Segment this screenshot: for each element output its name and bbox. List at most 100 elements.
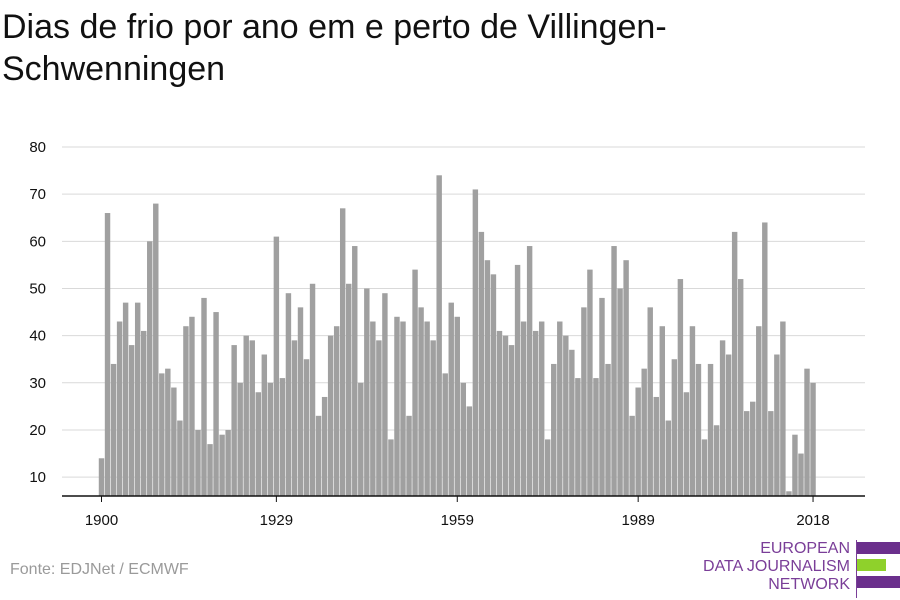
bar-1979 (575, 378, 581, 496)
bar-2001 (707, 363, 714, 496)
bar-1923 (237, 382, 243, 496)
bar-1996 (677, 279, 684, 496)
bar-1949 (394, 316, 400, 496)
bar-1930 (279, 378, 286, 496)
bar-2006 (737, 279, 744, 496)
bar-1958 (448, 302, 454, 496)
edjnet-logo: EUROPEAN DATA JOURNALISM NETWORK (700, 538, 900, 600)
bar-1933 (297, 307, 304, 496)
bar-1909 (153, 203, 159, 496)
bar-1931 (285, 293, 292, 496)
bar-1981 (587, 269, 593, 496)
bar-1919 (213, 312, 219, 496)
bar-1953 (418, 307, 424, 496)
bar-1956 (436, 175, 442, 496)
logo-divider (856, 540, 857, 598)
bar-1938 (327, 335, 334, 496)
bar-2015 (792, 434, 798, 496)
bar-1978 (569, 349, 575, 496)
bar-1985 (611, 246, 617, 496)
x-axis: 1900 1929 1959 1989 2018 (62, 495, 865, 529)
bar-2007 (743, 411, 750, 496)
y-tick-label-60: 60 (29, 233, 46, 250)
bar-2013 (780, 321, 786, 496)
bar-1948 (388, 439, 394, 496)
y-tick-label-30: 30 (29, 375, 46, 392)
bar-1987 (623, 260, 629, 496)
bar-1906 (134, 302, 141, 496)
bar-1907 (140, 330, 147, 496)
bar-1914 (183, 326, 189, 496)
logo-stripe-purple-bottom (857, 576, 900, 588)
bar-1944 (364, 288, 370, 496)
bar-1903 (116, 321, 123, 496)
bar-1921 (225, 429, 231, 496)
bar-1967 (502, 335, 509, 496)
bar-1900 (98, 458, 105, 496)
bar-1983 (599, 297, 605, 496)
bar-2017 (804, 368, 810, 496)
bar-1995 (671, 359, 678, 496)
bar-1955 (430, 340, 436, 496)
bar-1915 (189, 316, 195, 496)
bar-1942 (352, 246, 358, 496)
bar-1968 (508, 345, 515, 496)
bar-1964 (484, 260, 491, 496)
bar-1946 (376, 340, 382, 496)
bar-1927 (261, 354, 268, 496)
bar-2005 (731, 231, 738, 496)
bar-1963 (478, 231, 485, 496)
y-tick-label-70: 70 (29, 186, 46, 203)
bar-1908 (147, 241, 153, 496)
bar-1991 (647, 307, 653, 496)
bar-2008 (750, 401, 756, 496)
bar-1973 (538, 321, 545, 496)
logo-text-network: NETWORK (768, 576, 850, 593)
bar-1988 (629, 415, 635, 496)
bar-1970 (520, 321, 527, 496)
bar-1925 (249, 340, 255, 496)
bar-1910 (159, 373, 165, 496)
source-note: Fonte: EDJNet / ECMWF (10, 561, 189, 578)
bar-1965 (490, 274, 497, 496)
bar-2009 (756, 326, 762, 496)
bar-1917 (201, 297, 207, 496)
y-axis-ticks: 10 20 30 40 50 60 70 80 (29, 139, 46, 486)
bar-1941 (346, 283, 352, 496)
bar-1922 (231, 345, 237, 496)
x-tick-label-1929: 1929 (260, 512, 293, 529)
bar-1913 (177, 420, 183, 496)
bar-1986 (617, 288, 623, 496)
bar-1982 (593, 378, 599, 496)
bar-2018 (810, 382, 816, 496)
bar-1902 (110, 363, 117, 496)
bars (98, 175, 816, 497)
bar-1920 (219, 434, 225, 496)
bar-1972 (532, 330, 539, 496)
bar-2000 (701, 439, 708, 496)
bar-1993 (659, 326, 666, 496)
bar-1918 (207, 444, 213, 496)
x-tick-label-2018: 2018 (796, 512, 829, 529)
bar-1943 (358, 382, 364, 496)
bar-1992 (653, 396, 659, 496)
bar-1905 (128, 345, 135, 496)
bar-1977 (563, 335, 569, 496)
bar-1998 (689, 326, 696, 496)
bar-1952 (412, 269, 418, 496)
bar-1969 (514, 264, 521, 496)
bar-1929 (273, 236, 280, 497)
bar-1980 (581, 307, 587, 496)
y-tick-label-50: 50 (29, 280, 46, 297)
bar-1976 (557, 321, 563, 496)
bar-2011 (768, 411, 774, 496)
bar-1945 (370, 321, 376, 496)
chart-title: Dias de frio por ano em e perto de Villi… (2, 8, 667, 88)
bar-1901 (104, 213, 111, 496)
y-tick-label-80: 80 (29, 139, 46, 156)
bar-1961 (466, 406, 473, 496)
bar-1950 (400, 321, 406, 496)
bar-1975 (551, 363, 557, 496)
bar-2010 (762, 222, 768, 496)
